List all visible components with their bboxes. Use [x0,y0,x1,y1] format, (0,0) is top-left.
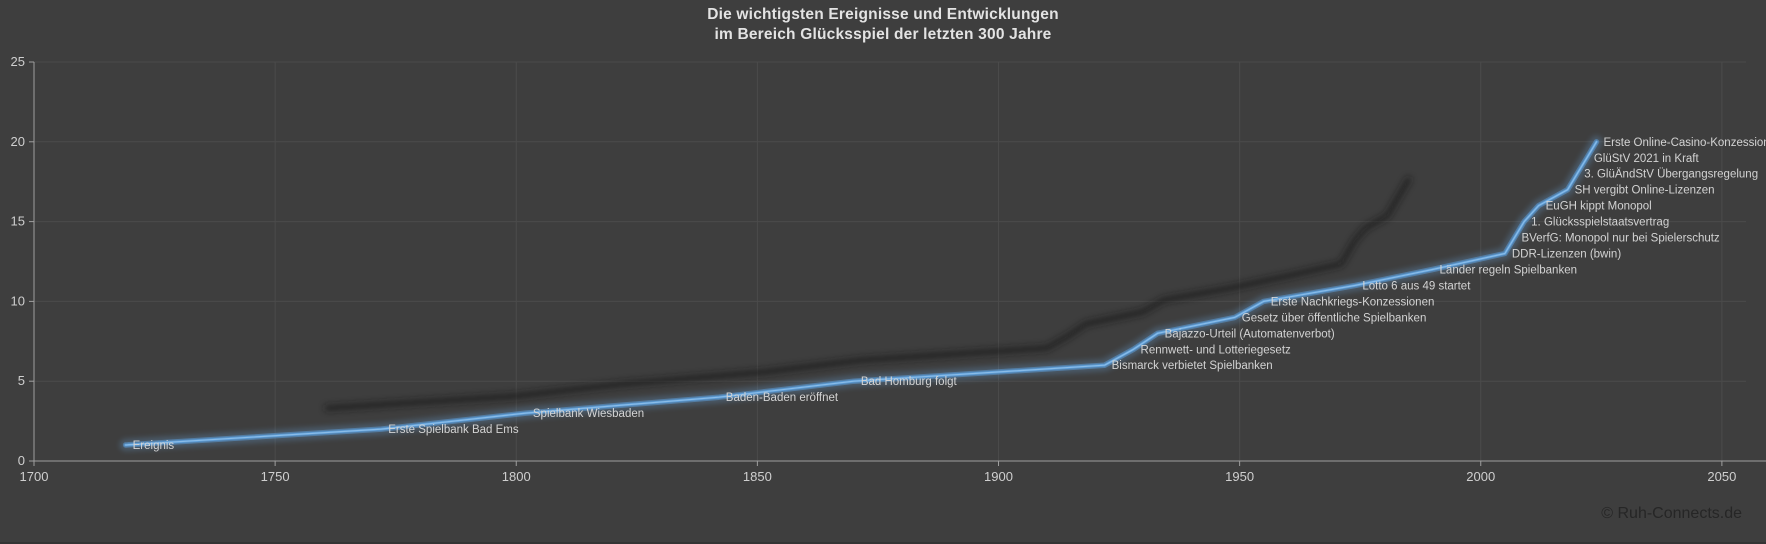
chart-title-line1: Die wichtigsten Ereignisse und Entwicklu… [707,6,1059,23]
axes: 1700 1750 1800 1850 1900 1950 2000 2050 0 5 10 15 20… [11,54,1766,484]
chart-title-line2: im Bereich Glücksspiel der letzten 300 J… [714,26,1052,43]
data-label-20: Erste Online-Casino-Konzessionen [1604,137,1766,149]
data-label-4: Baden-Baden eröffnet [726,392,839,404]
line-perspective-shadow [324,176,1412,412]
data-label-10: Erste Nachkriegs-Konzessionen [1271,296,1435,308]
line-bright-core [125,141,1598,446]
copyright-text: © Ruh-Connects.de [1601,505,1742,522]
data-label-18: 3. GlüÄndStV Übergangsregelung [1584,169,1758,181]
x-tick-label-1800: 1800 [502,469,531,484]
y-tick-label-25: 25 [11,54,25,69]
x-tick-label-2050: 2050 [1707,469,1736,484]
x-tick-label-1750: 1750 [261,469,290,484]
data-labels: Ereignis Erste Spielbank Bad Ems Spielbank… [133,137,1766,452]
y-tick-label-5: 5 [18,373,25,388]
data-label-3: Spielbank Wiesbaden [533,408,644,420]
data-label-7: Rennwett- und Lotteriegesetz [1141,344,1291,356]
data-label-2: Erste Spielbank Bad Ems [388,424,519,436]
y-tick-label-10: 10 [11,293,25,308]
bottom-edge-strip [0,542,1766,544]
data-label-13: DDR-Lizenzen (bwin) [1512,249,1621,261]
data-label-12: Länder regeln Spielbanken [1440,264,1577,276]
x-tick-label-1950: 1950 [1225,469,1254,484]
x-tick-label-2000: 2000 [1466,469,1495,484]
data-label-6: Bismarck verbietet Spielbanken [1112,360,1273,372]
y-tick-label-15: 15 [11,214,25,229]
data-label-17: SH vergibt Online-Lizenzen [1575,185,1715,197]
data-label-1: Ereignis [133,440,175,452]
data-label-14: BVerfG: Monopol nur bei Spielerschutz [1522,233,1720,245]
data-label-8: Bajazzo-Urteil (Automatenverbot) [1165,328,1335,340]
x-tick-label-1850: 1850 [743,469,772,484]
series-line [119,135,1603,451]
series-shadow [324,176,1412,412]
x-tick-label-1700: 1700 [20,469,49,484]
y-tick-label-20: 20 [11,134,25,149]
y-tick-label-0: 0 [18,453,25,468]
data-label-9: Gesetz über öffentliche Spielbanken [1242,312,1427,324]
data-label-19: GlüStV 2021 in Kraft [1594,153,1700,165]
x-tick-label-1900: 1900 [984,469,1013,484]
data-label-15: 1. Glücksspielstaatsvertrag [1531,217,1669,229]
data-label-11: Lotto 6 aus 49 startet [1362,280,1471,292]
line-outer-glow [119,135,1603,451]
gridlines [33,61,1746,462]
chart-title: Die wichtigsten Ereignisse und Entwicklu… [0,5,1766,45]
data-label-5: Bad Homburg folgt [861,376,958,388]
data-label-16: EuGH kippt Monopol [1546,201,1652,213]
line-main [124,140,1598,447]
line-inner-glow [122,139,1600,448]
